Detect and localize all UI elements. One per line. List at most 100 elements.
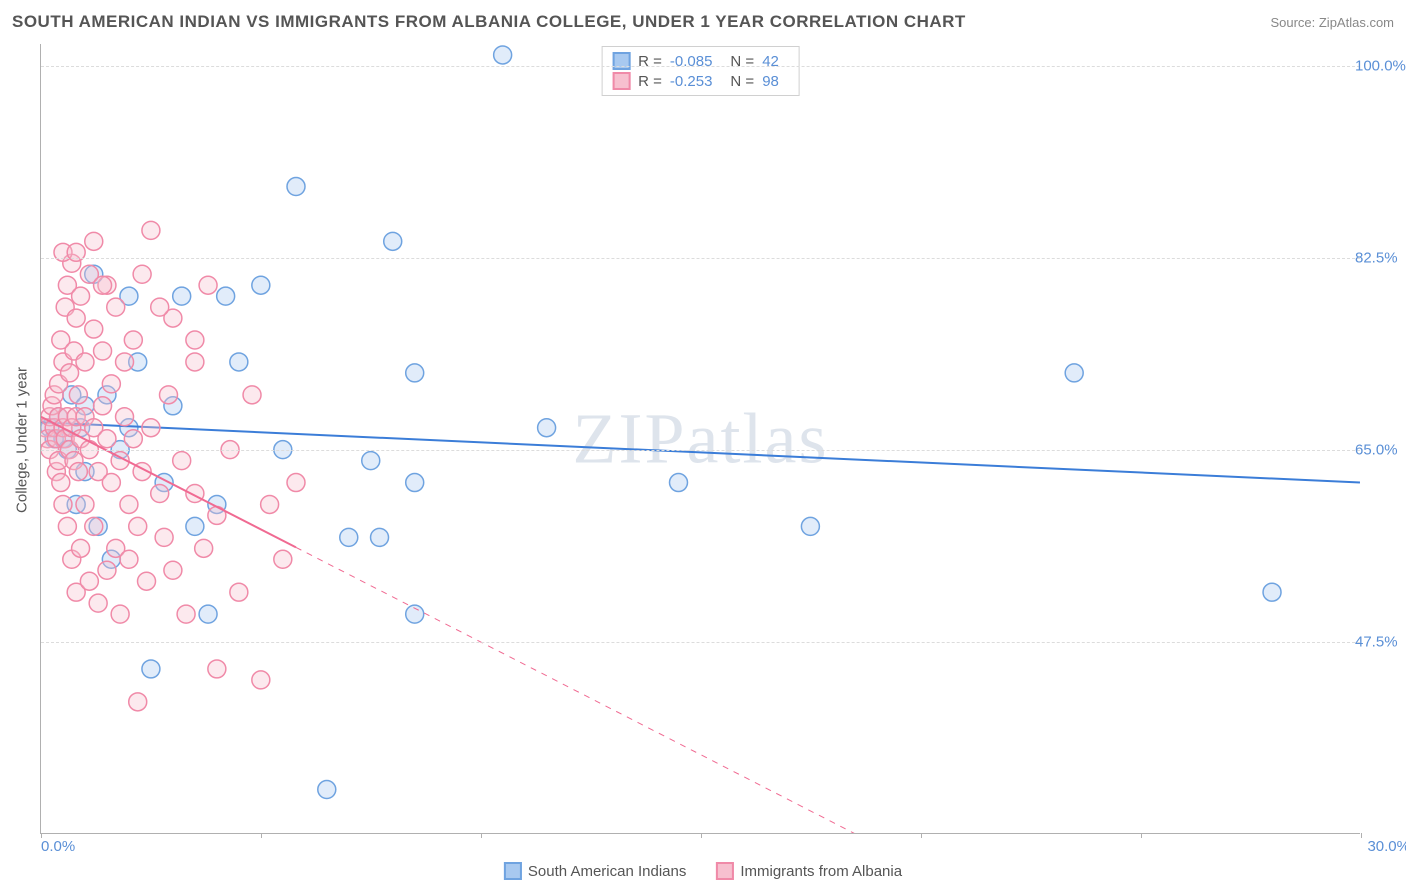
data-point [287,178,305,196]
data-point [98,561,116,579]
data-point [199,276,217,294]
data-point [120,550,138,568]
data-point [384,232,402,250]
data-point [138,572,156,590]
data-point [287,474,305,492]
x-tick [261,833,262,838]
data-point [230,583,248,601]
x-tick-max: 30.0% [1367,838,1406,855]
legend-item: South American Indians [504,862,686,880]
source-label: Source: ZipAtlas.com [1270,15,1394,30]
scatter-plot [41,44,1360,833]
data-point [85,517,103,535]
data-point [199,605,217,623]
data-point [124,331,142,349]
data-point [111,605,129,623]
data-point [102,474,120,492]
data-point [116,353,134,371]
data-point [72,539,90,557]
data-point [133,265,151,283]
data-point [58,517,76,535]
gridline [41,450,1360,451]
data-point [801,517,819,535]
x-tick-min: 0.0% [41,838,75,855]
legend-label: Immigrants from Albania [740,863,902,880]
data-point [98,430,116,448]
data-point [69,463,87,481]
data-point [173,452,191,470]
data-point [406,474,424,492]
data-point [186,353,204,371]
data-point [89,594,107,612]
data-point [155,528,173,546]
data-point [186,331,204,349]
x-tick [1361,833,1362,838]
x-tick [1141,833,1142,838]
legend-swatch [612,72,630,90]
data-point [129,693,147,711]
chart-area: ZIPatlas R = -0.085N = 42R = -0.253N = 9… [40,44,1360,834]
data-point [85,320,103,338]
data-point [230,353,248,371]
data-point [340,528,358,546]
legend-swatch [612,52,630,70]
y-tick-label: 100.0% [1355,57,1406,74]
data-point [371,528,389,546]
legend-swatch [504,862,522,880]
data-point [217,287,235,305]
data-point [76,353,94,371]
y-tick-label: 82.5% [1355,249,1406,266]
y-axis-label: College, Under 1 year [14,367,31,513]
x-tick [921,833,922,838]
data-point [116,408,134,426]
data-point [151,485,169,503]
legend-label: South American Indians [528,863,686,880]
gridline [41,66,1360,67]
data-point [107,298,125,316]
data-point [1065,364,1083,382]
data-point [52,474,70,492]
stat-n-value: 98 [762,73,779,90]
bottom-legend: South American Indians Immigrants from Al… [504,862,902,880]
data-point [142,419,160,437]
stat-r-value: -0.085 [670,53,713,70]
data-point [85,232,103,250]
data-point [61,364,79,382]
data-point [80,572,98,590]
stat-row: R = -0.253N = 98 [612,71,789,91]
x-tick [41,833,42,838]
gridline [41,642,1360,643]
data-point [94,276,112,294]
data-point [102,375,120,393]
data-point [1263,583,1281,601]
data-point [252,671,270,689]
stat-r-label: R = [638,73,662,90]
data-point [670,474,688,492]
data-point [69,386,87,404]
data-point [151,298,169,316]
legend-item: Immigrants from Albania [716,862,902,880]
data-point [173,287,191,305]
chart-title: SOUTH AMERICAN INDIAN VS IMMIGRANTS FROM… [12,12,966,32]
stat-legend: R = -0.085N = 42R = -0.253N = 98 [601,46,800,96]
data-point [208,660,226,678]
data-point [494,46,512,64]
data-point [54,495,72,513]
data-point [274,550,292,568]
y-tick-label: 65.0% [1355,441,1406,458]
stat-n-value: 42 [762,53,779,70]
data-point [243,386,261,404]
data-point [195,539,213,557]
data-point [72,287,90,305]
data-point [252,276,270,294]
data-point [94,397,112,415]
regression-line-solid [41,417,296,548]
data-point [362,452,380,470]
data-point [76,495,94,513]
data-point [177,605,195,623]
stat-r-value: -0.253 [670,73,713,90]
data-point [124,430,142,448]
data-point [142,221,160,239]
data-point [538,419,556,437]
data-point [318,781,336,799]
